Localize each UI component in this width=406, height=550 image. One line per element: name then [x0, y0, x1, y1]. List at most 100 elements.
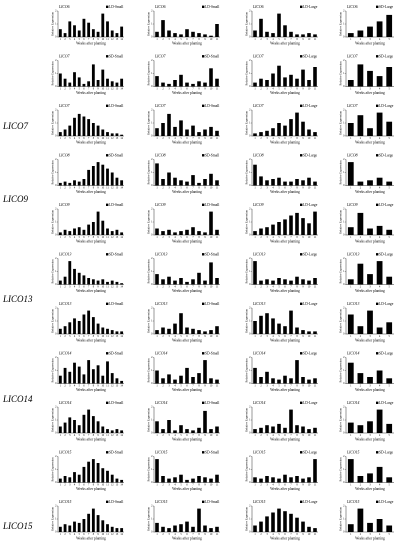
x-tick-label: 2: [260, 286, 262, 289]
chart-title: LICO14: [252, 401, 266, 405]
x-tick-label: 2: [64, 137, 66, 140]
x-tick-label: 1: [156, 533, 158, 536]
x-tick-label: 6: [83, 187, 85, 190]
x-tick-label: 6: [186, 335, 188, 338]
y-tick-label: 1: [343, 369, 345, 372]
y-tick-label: 0: [151, 333, 153, 336]
bar: [209, 262, 213, 285]
x-tick-label: 4: [272, 38, 274, 41]
legend-swatch: [376, 5, 379, 8]
bar: [101, 426, 105, 433]
x-tick-label: 10: [308, 137, 311, 140]
chart-title: LICO15: [346, 500, 360, 504]
y-tick-label: 1: [343, 518, 345, 521]
bar: [155, 522, 159, 532]
bar: [283, 125, 287, 136]
x-tick-label: 1: [60, 137, 62, 140]
x-tick-label: 3: [266, 236, 268, 239]
x-tick-label: 4: [74, 88, 76, 91]
x-axis-label: Weeks after planting: [76, 140, 106, 144]
x-tick-label: 2: [260, 385, 262, 388]
bar: [197, 427, 201, 433]
bar: [295, 360, 299, 384]
x-tick-label: 10: [210, 137, 213, 140]
bar: [253, 321, 257, 334]
legend-swatch: [202, 500, 205, 503]
x-tick-label: 2: [260, 236, 262, 239]
x-axis-label: Weeks after planting: [76, 536, 106, 540]
bar: [63, 326, 67, 334]
x-tick-label: 9: [302, 236, 304, 239]
x-tick-label: 6: [186, 385, 188, 388]
x-tick-label: 10: [308, 434, 311, 437]
x-tick-label: 4: [379, 137, 381, 140]
bar: [203, 280, 207, 285]
bar: [367, 473, 373, 483]
y-axis-label: Relative Expression: [147, 209, 151, 234]
x-tick-label: 5: [389, 533, 391, 536]
bar: [307, 80, 311, 87]
x-tick-label: 8: [198, 236, 200, 239]
y-tick-label: 0: [55, 382, 57, 385]
x-tick-label: 4: [379, 385, 381, 388]
x-tick-label: 1: [254, 434, 256, 437]
y-tick-label: 2: [55, 307, 57, 310]
x-tick-label: 8: [93, 434, 95, 437]
bar: [191, 430, 195, 433]
bar: [155, 128, 159, 136]
bar: [197, 33, 201, 37]
x-tick-label: 4: [272, 88, 274, 91]
bar: [203, 360, 207, 384]
bar: [77, 77, 81, 87]
bar: [253, 367, 257, 384]
x-tick-label: 2: [360, 484, 362, 487]
y-tick-label: 0: [151, 531, 153, 534]
chart-title: LICO6: [346, 5, 358, 9]
bar: [68, 125, 72, 136]
x-tick-label: 1: [156, 38, 158, 41]
bar: [58, 182, 62, 186]
bar: [96, 280, 100, 285]
x-tick-label: 4: [174, 38, 176, 41]
x-tick-label: 11: [216, 335, 219, 338]
bar: [161, 476, 165, 483]
x-tick-label: 11: [314, 236, 317, 239]
x-tick-label: 14: [120, 484, 123, 487]
x-tick-label: 2: [64, 533, 66, 536]
legend-label: LD-Large: [379, 500, 394, 504]
bar: [295, 112, 299, 136]
bar: [115, 429, 119, 433]
x-tick-label: 10: [210, 434, 213, 437]
x-tick-label: 2: [162, 137, 164, 140]
x-tick-label: 11: [106, 137, 109, 140]
x-tick-label: 7: [290, 286, 292, 289]
bar: [209, 429, 213, 433]
bar: [77, 321, 81, 334]
bar: [101, 468, 105, 483]
bar: [167, 528, 171, 532]
legend-swatch: [202, 203, 205, 206]
bar: [347, 227, 354, 235]
x-tick-label: 9: [97, 137, 99, 140]
bar: [253, 429, 257, 433]
legend-label: LD-Large: [303, 500, 318, 504]
chart-title: LICO7: [154, 54, 167, 58]
bar: [301, 377, 305, 384]
x-tick-label: 2: [64, 187, 66, 190]
legend-label: SD-Large: [303, 450, 318, 454]
bar: [68, 21, 72, 37]
y-tick-label: 0: [249, 135, 251, 138]
legend-swatch: [300, 55, 303, 58]
x-tick-label: 3: [168, 335, 170, 338]
bar: [96, 125, 100, 136]
x-tick-label: 3: [369, 533, 371, 536]
legend-swatch: [106, 352, 109, 355]
x-tick-label: 10: [101, 137, 104, 140]
bar: [73, 25, 76, 37]
x-tick-label: 6: [186, 88, 188, 91]
x-tick-label: 3: [168, 434, 170, 437]
x-tick-label: 7: [192, 533, 194, 536]
y-tick-label: 1: [55, 72, 57, 75]
chart-title: LICO15: [252, 450, 266, 454]
bar: [283, 77, 287, 87]
